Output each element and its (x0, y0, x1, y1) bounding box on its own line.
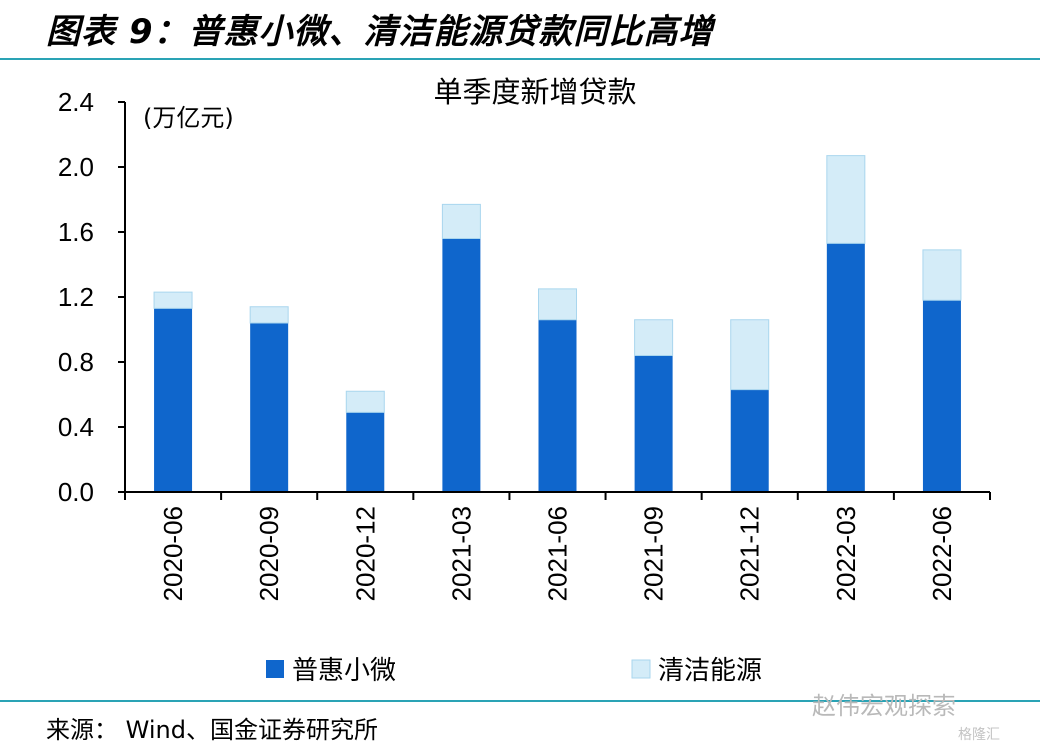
watermark: 赵伟宏观探索 (812, 692, 956, 720)
top-rule (0, 58, 1040, 60)
bar-series1-2020-12 (346, 412, 385, 492)
x-tick-label: 2020-09 (254, 506, 284, 601)
figure-title: 图表 9：普惠小微、清洁能源贷款同比高增 (46, 12, 714, 52)
bar-series1-2021-12 (730, 389, 769, 492)
y-tick-label: 1.6 (58, 217, 94, 247)
bar-series1-2021-06 (538, 319, 577, 492)
bar-series2-2020-06 (153, 291, 193, 309)
bar-series1-2021-03 (442, 238, 481, 492)
bar-series1-2022-06 (922, 300, 961, 492)
legend-label-series2: 清洁能源 (658, 656, 762, 686)
x-tick-label: 2020-12 (350, 506, 380, 601)
bar-series2-2022-03 (826, 155, 866, 244)
chart: 单季度新增贷款 (万亿元) 0.0 0.4 0.8 1.2 1.6 2.0 2.4 2020… (58, 75, 991, 686)
source-note: 来源： Wind、国金证券研究所 (46, 716, 378, 744)
unit-label: (万亿元) (143, 104, 234, 132)
watermark-secondary: 格隆汇 (958, 727, 1000, 743)
x-tick-label: 2021-09 (639, 506, 669, 601)
bar-series2-2021-09 (634, 319, 674, 356)
bar-series2-2021-03 (441, 203, 481, 239)
bottom-rule (0, 700, 1040, 702)
legend-label-series1: 普惠小微 (292, 656, 396, 686)
chart-title: 单季度新增贷款 (433, 75, 636, 109)
y-tick-label: 2.0 (58, 152, 94, 182)
y-tick-label: 2.4 (58, 87, 94, 117)
bar-series2-2022-06 (922, 249, 962, 301)
bar-series1-2021-09 (634, 355, 673, 492)
legend-swatch-series2 (631, 659, 651, 679)
x-tick-label: 2021-12 (735, 506, 765, 601)
bar-series1-2020-09 (250, 323, 289, 492)
x-tick-label: 2022-03 (831, 506, 861, 601)
y-tick-label: 0.8 (58, 347, 94, 377)
legend-swatch-series1 (266, 660, 284, 678)
y-tick-label: 0.0 (58, 477, 94, 507)
x-tick-label: 2020-06 (158, 506, 188, 601)
bar-series2-2021-06 (538, 288, 577, 321)
x-tick-label: 2022-06 (927, 506, 957, 601)
bar-series2-2020-12 (345, 390, 385, 413)
y-tick-label: 1.2 (58, 282, 94, 312)
y-tick-label: 0.4 (58, 412, 94, 442)
bar-series1-2020-06 (154, 308, 193, 492)
x-tick-label: 2021-03 (446, 506, 476, 601)
x-tick-label: 2021-06 (543, 506, 573, 601)
bar-series2-2020-09 (249, 306, 289, 324)
bar-series2-2021-12 (730, 319, 770, 391)
bar-series1-2022-03 (826, 243, 865, 492)
